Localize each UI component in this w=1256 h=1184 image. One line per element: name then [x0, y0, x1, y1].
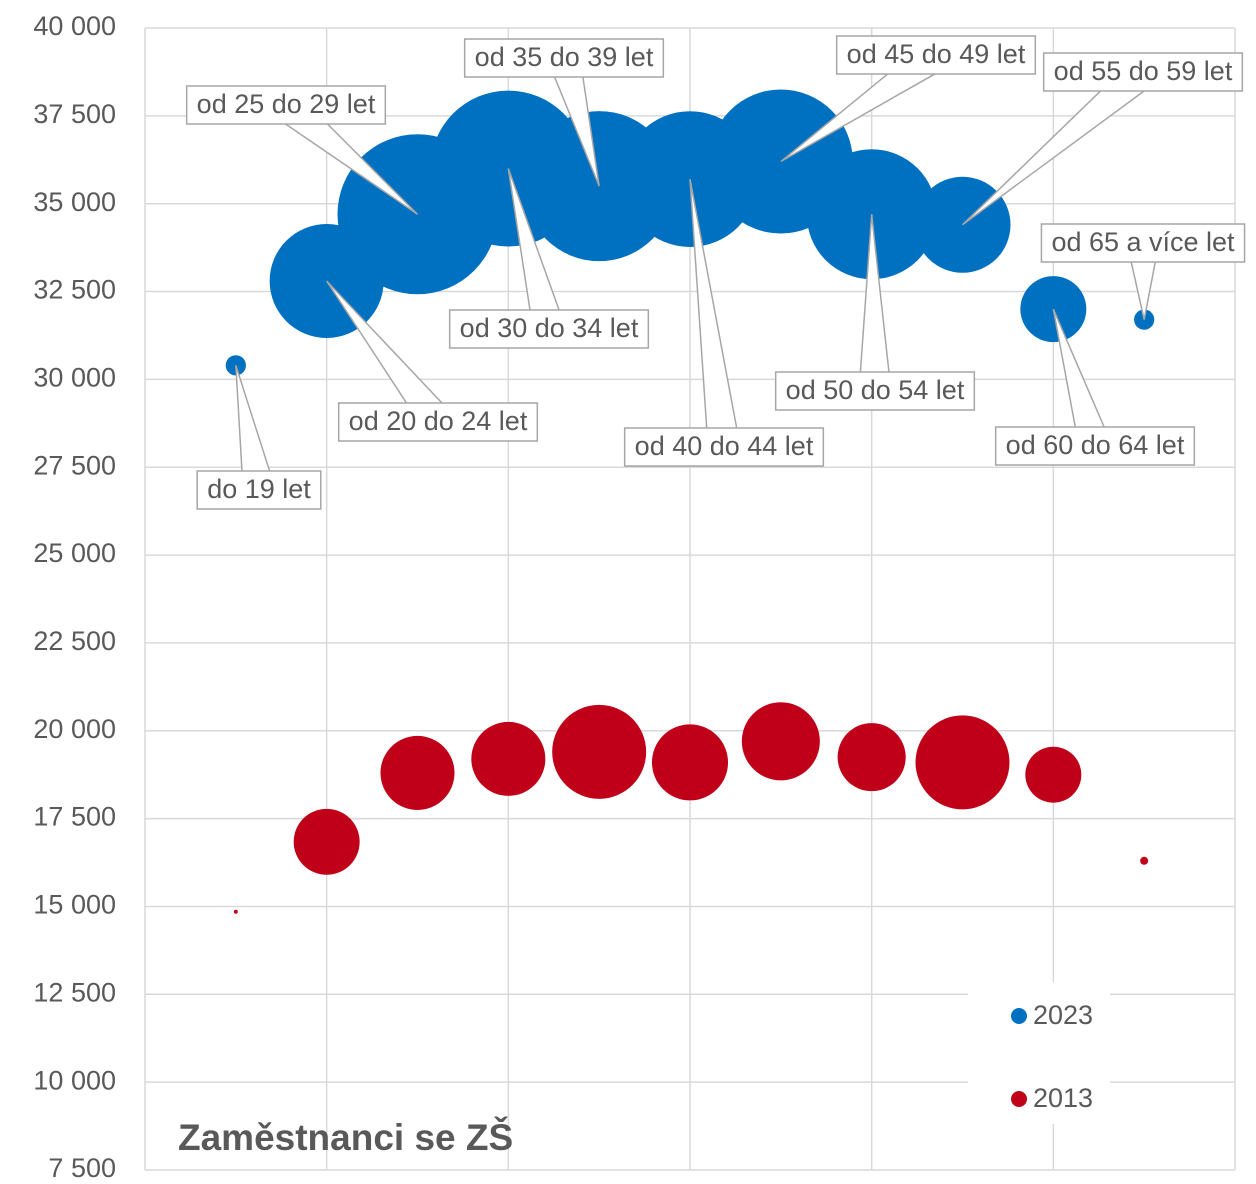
y-tick-label: 25 000: [33, 538, 116, 568]
data-label: od 50 do 54 let: [786, 375, 965, 405]
callout-box: [623, 427, 825, 467]
bubble: [471, 721, 546, 796]
y-tick-label: 7 500: [48, 1153, 116, 1183]
y-tick-label: 27 500: [33, 450, 116, 480]
bubble: [915, 715, 1010, 810]
y-tick-label: 12 500: [33, 977, 116, 1007]
data-label: od 65 a více let: [1051, 227, 1235, 257]
data-label: do 19 let: [207, 474, 311, 504]
y-tick-label: 32 500: [33, 275, 116, 305]
callout-box: [448, 309, 650, 349]
data-label: od 60 do 64 let: [1006, 430, 1185, 460]
legend-marker: [1011, 1091, 1027, 1107]
data-label: od 20 do 24 let: [349, 406, 528, 436]
chart-title: Zaměstnanci se ZŠ: [178, 1116, 513, 1158]
bubble: [1140, 856, 1149, 865]
y-tick-label: 10 000: [33, 1065, 116, 1095]
bubble: [837, 723, 906, 792]
y-tick-label: 20 000: [33, 714, 116, 744]
callout-box: [463, 38, 665, 78]
data-label: od 25 do 29 let: [197, 89, 376, 119]
bubble: [741, 702, 820, 781]
callout-box: [1042, 52, 1244, 92]
bubble: [552, 704, 647, 799]
callout-box: [337, 402, 539, 442]
y-tick-label: 40 000: [33, 11, 116, 41]
y-tick-label: 15 000: [33, 890, 116, 920]
callout-box: [1040, 223, 1246, 263]
legend-marker: [1011, 1008, 1027, 1024]
bubble: [293, 808, 360, 875]
y-tick-label: 30 000: [33, 363, 116, 393]
callout-box: [196, 470, 322, 510]
bubble: [233, 909, 238, 914]
bubble: [1025, 746, 1082, 803]
data-label: od 40 do 44 let: [635, 431, 814, 461]
legend-box: [968, 982, 1110, 1124]
data-label: od 55 do 59 let: [1054, 56, 1233, 86]
data-label: od 45 do 49 let: [847, 39, 1026, 69]
bubble: [651, 724, 729, 801]
data-label: od 35 do 39 let: [475, 42, 654, 72]
y-tick-label: 22 500: [33, 626, 116, 656]
data-label: od 30 do 34 let: [460, 313, 639, 343]
bubble: [380, 735, 455, 810]
y-tick-label: 37 500: [33, 99, 116, 129]
legend-label: 2013: [1033, 1083, 1093, 1113]
callout-box: [835, 35, 1037, 75]
legend-label: 2023: [1033, 1000, 1093, 1030]
y-tick-label: 17 500: [33, 802, 116, 832]
callout-box: [185, 85, 387, 125]
callout-box: [994, 426, 1196, 466]
callout-box: [774, 371, 976, 411]
y-tick-label: 35 000: [33, 187, 116, 217]
